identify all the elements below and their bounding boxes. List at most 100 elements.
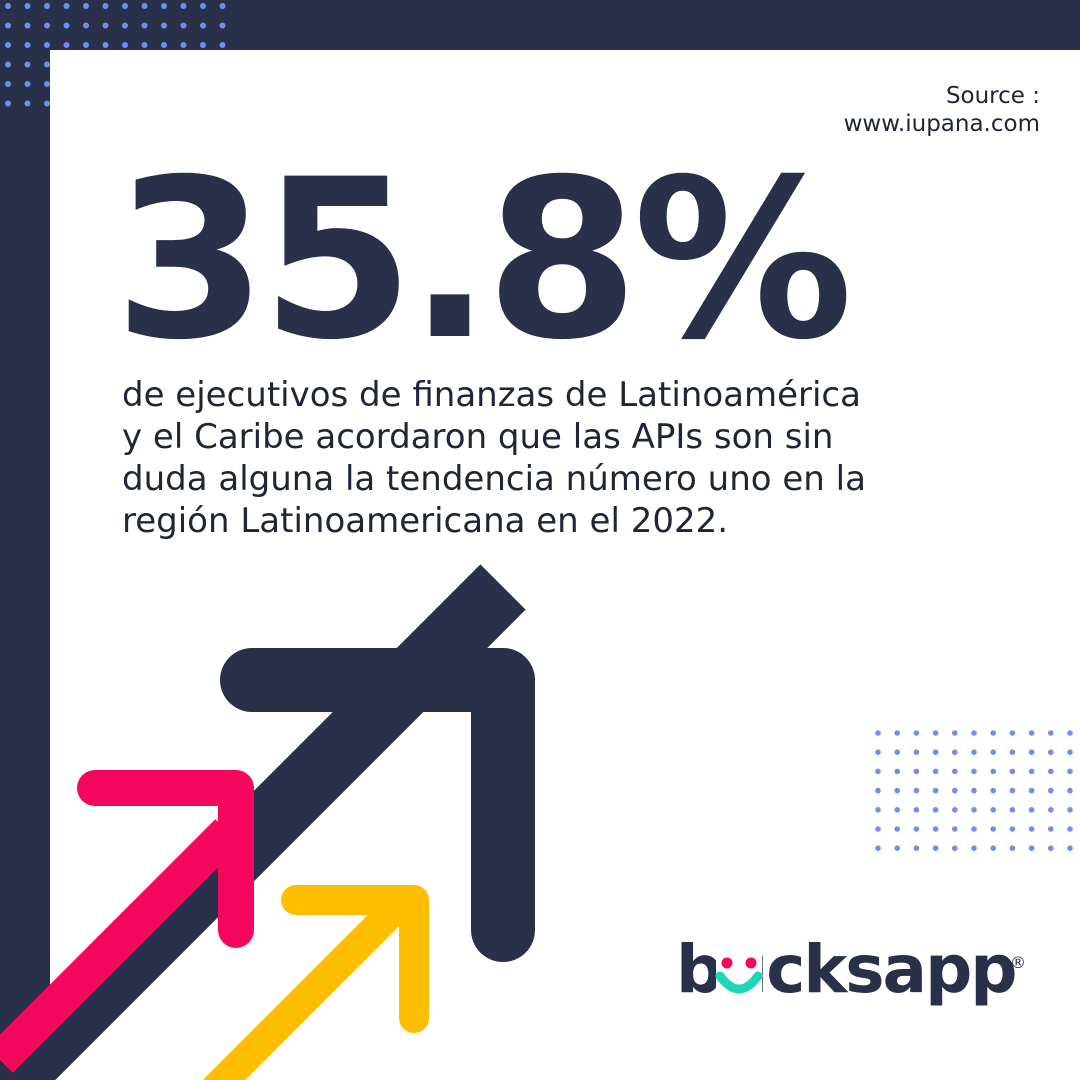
decor-dot — [990, 768, 996, 775]
decor-dot — [1048, 845, 1054, 851]
decor-dot — [1067, 730, 1073, 736]
description-line: y el Caribe acordaron que las APIs son s… — [122, 417, 834, 457]
navy-arrow-icon — [7, 564, 535, 1080]
decor-dot — [24, 3, 31, 9]
decor-dot — [5, 81, 11, 87]
decor-dot — [219, 22, 226, 29]
decor-dot — [219, 3, 226, 9]
decor-dot — [1028, 787, 1035, 794]
decor-dot — [1028, 768, 1035, 775]
decor-dot — [102, 22, 109, 29]
decor-dot — [1067, 749, 1073, 755]
decor-dot — [5, 22, 11, 29]
decor-dot — [875, 730, 881, 736]
decor-dot — [83, 42, 89, 48]
decor-dot — [875, 845, 881, 851]
decor-dot — [913, 730, 920, 736]
decor-dot — [875, 826, 881, 832]
decor-dot — [1009, 787, 1016, 794]
decor-dot — [44, 100, 50, 107]
decor-dot — [990, 749, 996, 755]
decor-dot — [875, 749, 881, 755]
decor-dot — [932, 807, 939, 813]
decor-dot — [1048, 749, 1054, 755]
decor-dot — [952, 730, 958, 736]
decor-dot — [952, 749, 958, 755]
decor-dot — [5, 42, 11, 48]
decor-dot — [952, 787, 958, 794]
decor-dot — [913, 787, 920, 794]
decor-dot — [932, 826, 939, 832]
decor-dot — [219, 42, 226, 48]
decor-dot — [180, 22, 187, 29]
decor-dot — [971, 749, 977, 755]
decor-dot — [990, 826, 996, 832]
source-citation: Source : www.iupana.com — [844, 82, 1040, 138]
decor-dot — [5, 61, 11, 68]
decor-dot — [141, 22, 148, 29]
decor-dot — [990, 807, 996, 813]
decor-dot — [83, 22, 89, 29]
decor-dot — [1009, 730, 1016, 736]
decor-dot — [122, 42, 128, 48]
decor-dot — [24, 61, 31, 68]
decor-dot — [1009, 826, 1016, 832]
pink-arrow-icon — [0, 770, 254, 1073]
decor-dot — [952, 845, 958, 851]
bucksapp-logo: bucksapp ® — [676, 931, 1026, 1008]
source-label: Source : — [945, 83, 1040, 109]
registered-mark: ® — [1010, 953, 1026, 972]
decor-dot — [63, 42, 70, 48]
decor-dot — [932, 730, 939, 736]
decor-dot — [894, 845, 900, 851]
decor-dot — [1028, 845, 1035, 851]
decor-dot — [1067, 807, 1073, 813]
decor-dot — [1067, 787, 1073, 794]
decor-dot — [200, 22, 206, 29]
decor-dot — [913, 807, 920, 813]
decor-dot — [24, 42, 31, 48]
decor-dot — [1009, 807, 1016, 813]
decor-dot — [24, 22, 31, 29]
decor-dot — [971, 826, 977, 832]
decor-dot — [1028, 749, 1035, 755]
decor-dot — [83, 3, 89, 9]
decor-dot — [952, 807, 958, 813]
decor-dot — [894, 768, 900, 775]
decor-dot — [932, 787, 939, 794]
decor-dot — [971, 807, 977, 813]
decor-dot — [1009, 749, 1016, 755]
decor-dot — [1067, 826, 1073, 832]
decor-dot — [141, 42, 148, 48]
decor-dot — [24, 100, 31, 107]
decor-dot — [932, 845, 939, 851]
decor-dot — [894, 826, 900, 832]
decor-dot — [1048, 730, 1054, 736]
description-line: duda alguna la tendencia número uno en l… — [122, 459, 866, 499]
decor-dot — [875, 807, 881, 813]
decor-dot — [5, 3, 11, 9]
decor-dot — [63, 3, 70, 9]
smile-icon — [715, 957, 763, 994]
decor-dot — [141, 3, 148, 9]
decor-dot — [894, 807, 900, 813]
decor-dot — [1067, 768, 1073, 775]
decor-dot — [1028, 826, 1035, 832]
decor-dot — [952, 768, 958, 775]
decor-dot — [44, 3, 50, 9]
decor-dot — [894, 749, 900, 755]
decor-dot — [932, 768, 939, 775]
decor-dot — [1048, 787, 1054, 794]
yellow-arrow-icon — [203, 885, 429, 1080]
decor-dot — [1028, 730, 1035, 736]
decor-dot — [913, 826, 920, 832]
decor-dot — [913, 768, 920, 775]
decor-dot — [161, 42, 167, 48]
decor-dot — [122, 22, 128, 29]
decor-dot — [1009, 768, 1016, 775]
decor-dot — [1067, 845, 1073, 851]
decor-dot — [5, 100, 11, 107]
description-text: de ejecutivos de finanzas de Latinoaméri… — [122, 374, 1022, 542]
decor-dot — [1048, 768, 1054, 775]
